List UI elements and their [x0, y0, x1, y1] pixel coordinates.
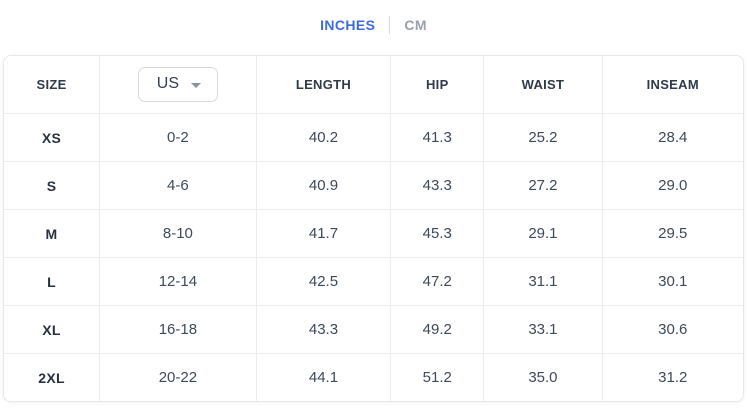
hip-value-cell: 43.3	[391, 161, 485, 209]
us-value-cell: 20-22	[100, 353, 257, 401]
length-value-cell: 40.2	[256, 113, 392, 161]
hip-value-cell: 49.2	[391, 305, 485, 353]
column-header-region: US	[100, 56, 257, 113]
size-label-cell: XL	[4, 305, 101, 353]
column-header-size: SIZE	[4, 56, 101, 113]
size-label-cell: L	[4, 257, 101, 305]
tab-cm[interactable]: CM	[404, 16, 427, 33]
region-dropdown-value: US	[156, 75, 179, 92]
waist-value-cell: 25.2	[484, 113, 603, 161]
size-label-cell: 2XL	[4, 353, 101, 401]
length-value-cell: 41.7	[256, 209, 392, 257]
waist-value-cell: 29.1	[484, 209, 603, 257]
size-label-cell: M	[4, 209, 101, 257]
us-value-cell: 8-10	[100, 209, 257, 257]
length-value-cell: 42.5	[256, 257, 392, 305]
waist-value-cell: 31.1	[484, 257, 603, 305]
hip-value-cell: 51.2	[391, 353, 485, 401]
waist-value-cell: 35.0	[484, 353, 603, 401]
length-value-cell: 44.1	[256, 353, 392, 401]
us-value-cell: 4-6	[100, 161, 257, 209]
column-header-length: LENGTH	[256, 56, 392, 113]
us-value-cell: 12-14	[100, 257, 257, 305]
size-chart-card: SIZE US LENGTH HIP WAIST INSEAM XS 0-2 40.…	[3, 55, 744, 402]
length-value-cell: 43.3	[256, 305, 392, 353]
us-value-cell: 16-18	[100, 305, 257, 353]
table-row: XS 0-2 40.2 41.3 25.2 28.4	[4, 113, 743, 161]
inseam-value-cell: 30.1	[602, 257, 743, 305]
inseam-value-cell: 28.4	[602, 113, 743, 161]
hip-value-cell: 41.3	[391, 113, 485, 161]
hip-value-cell: 47.2	[391, 257, 485, 305]
table-row: 2XL 20-22 44.1 51.2 35.0 31.2	[4, 353, 743, 401]
us-value-cell: 0-2	[100, 113, 257, 161]
inseam-value-cell: 30.6	[602, 305, 743, 353]
table-row: M 8-10 41.7 45.3 29.1 29.5	[4, 209, 743, 257]
size-label-cell: XS	[4, 113, 101, 161]
waist-value-cell: 27.2	[484, 161, 603, 209]
tab-inches[interactable]: INCHES	[320, 16, 376, 33]
size-label-cell: S	[4, 161, 101, 209]
column-header-hip: HIP	[391, 56, 485, 113]
inseam-value-cell: 29.0	[602, 161, 743, 209]
hip-value-cell: 45.3	[391, 209, 485, 257]
tab-divider	[389, 15, 391, 34]
chevron-down-icon	[191, 82, 201, 88]
column-header-waist: WAIST	[484, 56, 603, 113]
waist-value-cell: 33.1	[484, 305, 603, 353]
table-row: L 12-14 42.5 47.2 31.1 30.1	[4, 257, 743, 305]
header-row: SIZE US LENGTH HIP WAIST INSEAM	[4, 56, 743, 113]
size-chart-table: SIZE US LENGTH HIP WAIST INSEAM XS 0-2 40.…	[4, 56, 743, 401]
length-value-cell: 40.9	[256, 161, 392, 209]
inseam-value-cell: 31.2	[602, 353, 743, 401]
column-header-inseam: INSEAM	[602, 56, 743, 113]
unit-tabs: INCHES CM	[0, 0, 747, 55]
table-row: XL 16-18 43.3 49.2 33.1 30.6	[4, 305, 743, 353]
inseam-value-cell: 29.5	[602, 209, 743, 257]
table-row: S 4-6 40.9 43.3 27.2 29.0	[4, 161, 743, 209]
region-dropdown[interactable]: US	[137, 67, 218, 102]
